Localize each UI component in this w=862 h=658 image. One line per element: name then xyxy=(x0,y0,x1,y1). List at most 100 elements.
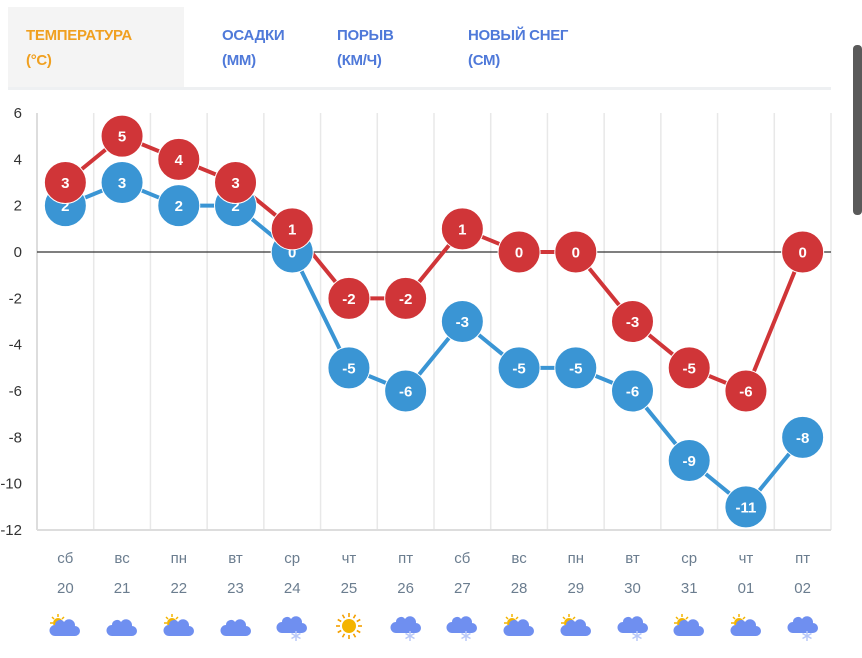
data-label-min: -8 xyxy=(796,430,809,447)
scrollbar[interactable] xyxy=(853,45,862,215)
data-label-max: 0 xyxy=(515,245,523,262)
data-point-max xyxy=(43,161,87,204)
data-label-max: 1 xyxy=(458,221,466,238)
data-point-max xyxy=(100,114,144,158)
partly-cloudy-icon xyxy=(560,612,592,640)
data-point-min xyxy=(384,369,428,413)
date-label: 20 xyxy=(57,580,74,597)
day-label: вс xyxy=(114,550,130,567)
data-label-min: -11 xyxy=(735,499,756,516)
y-tick-label: -6 xyxy=(9,383,22,400)
data-point-max xyxy=(724,369,768,413)
tab-precipitation[interactable]: ОСАДКИ (ММ) xyxy=(184,7,329,87)
tab-unit: (КМ/Ч) xyxy=(337,52,382,69)
date-label: 29 xyxy=(567,580,585,597)
y-tick-label: 6 xyxy=(14,105,22,122)
data-point-min xyxy=(667,439,711,482)
data-label-min: 0 xyxy=(288,245,296,262)
data-label-min: 2 xyxy=(231,198,239,215)
date-label: 28 xyxy=(510,580,528,597)
tab-unit: (ММ) xyxy=(222,52,256,69)
data-label-min: -5 xyxy=(342,360,355,377)
date-label: 23 xyxy=(227,580,244,597)
tab-label: НОВЫЙ СНЕГ xyxy=(468,27,569,44)
data-point-min xyxy=(327,346,371,390)
data-point-max xyxy=(214,161,257,204)
data-label-max: -2 xyxy=(399,291,412,308)
cloud-snow-icon xyxy=(390,612,422,641)
day-label: ср xyxy=(284,550,301,567)
data-point-max xyxy=(667,346,711,390)
y-tick-label: -12 xyxy=(0,522,22,539)
data-point-min xyxy=(724,485,768,529)
data-label-max: -6 xyxy=(739,384,752,401)
tab-wind-gust[interactable]: ПОРЫВ (КМ/Ч) xyxy=(329,7,468,87)
data-point-max xyxy=(611,300,654,343)
date-label: 27 xyxy=(454,580,471,597)
data-label-max: -5 xyxy=(683,360,696,377)
data-label-min: -5 xyxy=(569,360,582,377)
cloudy-icon xyxy=(106,612,138,640)
y-tick-label: 0 xyxy=(14,244,22,261)
y-tick-label: 2 xyxy=(14,198,22,215)
date-label: 31 xyxy=(680,580,698,597)
day-label: вс xyxy=(511,550,527,567)
day-label: чт xyxy=(738,550,754,567)
day-label: пн xyxy=(170,550,187,567)
data-point-max xyxy=(270,207,314,251)
data-label-max: 0 xyxy=(798,245,806,262)
date-label: 02 xyxy=(794,580,811,597)
data-point-max xyxy=(327,276,371,320)
data-label-min: -5 xyxy=(512,360,525,377)
data-label-min: 2 xyxy=(61,198,69,215)
cloud-snow-icon xyxy=(617,612,649,641)
tab-label: ТЕМПЕРАТУРА xyxy=(26,27,132,44)
data-label-max: 4 xyxy=(175,152,184,169)
chart-tabs: ТЕМПЕРАТУРА (°C) ОСАДКИ (ММ) ПОРЫВ (КМ/Ч) Н… xyxy=(8,7,831,90)
tab-unit: (°C) xyxy=(26,52,52,69)
partly-cloudy-icon xyxy=(163,612,195,640)
y-tick-label: -2 xyxy=(9,290,22,307)
data-label-max: 0 xyxy=(572,245,580,262)
day-label: вт xyxy=(228,550,243,567)
data-label-min: -6 xyxy=(399,384,412,401)
date-label: 25 xyxy=(340,580,358,597)
partly-sunny-icon xyxy=(673,612,705,640)
tab-label: ПОРЫВ xyxy=(337,27,394,44)
day-label: вт xyxy=(625,550,640,567)
data-label-max: -2 xyxy=(342,291,355,308)
cloud-snow-icon xyxy=(276,612,308,641)
tab-temperature[interactable]: ТЕМПЕРАТУРА (°C) xyxy=(8,7,184,87)
data-point-max xyxy=(157,137,201,181)
data-point-max xyxy=(384,276,428,320)
partly-sunny-icon xyxy=(503,612,535,640)
data-point-max xyxy=(440,207,484,251)
date-label: 30 xyxy=(624,580,641,597)
cloud-snow-icon xyxy=(446,612,478,641)
data-point-min xyxy=(781,415,825,459)
data-point-min xyxy=(100,161,144,204)
data-label-min: -3 xyxy=(456,314,469,331)
date-label: 01 xyxy=(737,580,755,597)
data-label-max: 3 xyxy=(61,175,69,192)
data-point-min xyxy=(440,300,484,343)
y-tick-label: -8 xyxy=(9,429,22,446)
data-label-min: -9 xyxy=(683,453,696,470)
data-point-min xyxy=(497,346,541,390)
data-point-min xyxy=(611,369,654,413)
data-label-min: -6 xyxy=(626,384,639,401)
data-label-max: 5 xyxy=(118,129,126,146)
data-point-max xyxy=(781,230,825,274)
date-label: 21 xyxy=(113,580,131,597)
tab-unit: (СМ) xyxy=(468,52,500,69)
y-tick-label: -10 xyxy=(0,476,22,493)
day-label: пт xyxy=(398,550,414,567)
day-label: ср xyxy=(681,550,698,567)
data-point-max xyxy=(554,230,598,274)
y-tick-label: 4 xyxy=(14,151,22,168)
tab-new-snow[interactable]: НОВЫЙ СНЕГ (СМ) xyxy=(468,7,668,87)
date-label: 24 xyxy=(283,580,301,597)
partly-sunny-icon xyxy=(730,612,762,640)
data-label-max: -3 xyxy=(626,314,639,331)
